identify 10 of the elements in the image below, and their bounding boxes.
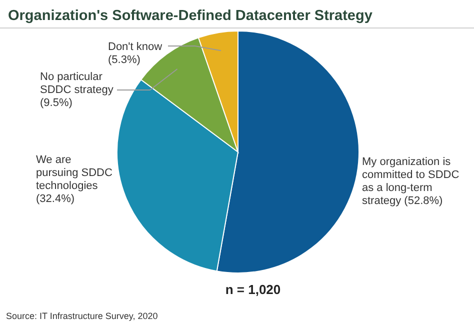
- text: n = 1,020: [225, 282, 281, 297]
- slice-label: We are pursuing SDDC technologies: [36, 154, 112, 192]
- slice-label: No particular SDDC strategy: [40, 71, 114, 96]
- slice-label: Don't know: [108, 41, 162, 53]
- data-label: (5.3%): [108, 54, 140, 66]
- source-note: Source: IT Infrastructure Survey, 2020: [6, 311, 158, 321]
- chart-title: Organization's Software-Defined Datacenter Strategy: [8, 8, 372, 24]
- data-label: (9.5%): [40, 97, 72, 109]
- slice-label: My organization is committed to SDDC as a long-term strategy (52.8%): [362, 156, 460, 207]
- data-label: (32.4%): [36, 193, 75, 205]
